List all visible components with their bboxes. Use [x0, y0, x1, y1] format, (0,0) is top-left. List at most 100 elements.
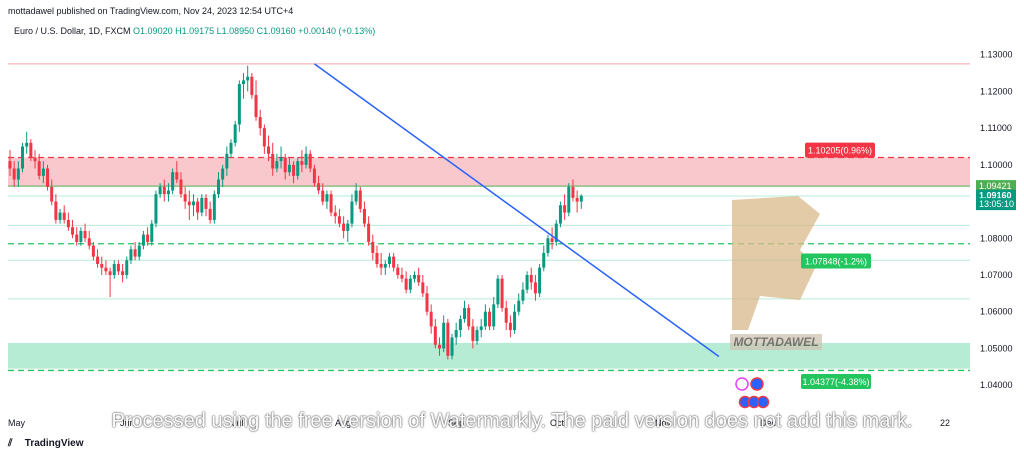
candle-116	[492, 297, 496, 331]
candle-body	[16, 168, 20, 180]
candle-41	[179, 172, 183, 198]
candle-body	[362, 208, 366, 224]
candle-91	[387, 252, 391, 268]
candle-body	[533, 282, 537, 294]
candle-122	[517, 293, 521, 316]
candle-body	[504, 308, 508, 323]
candle-body	[25, 142, 29, 147]
candle-32	[141, 230, 145, 250]
candle-body	[337, 216, 341, 224]
candle-18	[83, 223, 87, 242]
candle-body	[116, 263, 120, 272]
candle-58	[250, 73, 254, 99]
candle-body	[196, 201, 200, 213]
candle-body	[50, 186, 54, 202]
candle-61	[262, 124, 266, 154]
candle-body	[121, 271, 125, 275]
candle-body	[141, 234, 145, 246]
y-tick-label: 1.06000	[980, 307, 1013, 317]
symbol-name[interactable]: Euro / U.S. Dollar, 1D, FXCM	[14, 26, 131, 36]
candle-132	[558, 201, 562, 228]
candle-body	[346, 223, 350, 231]
candle-body	[333, 212, 337, 217]
y-tick-label: 1.08000	[980, 233, 1013, 243]
candle-body	[62, 212, 66, 220]
candle-body	[442, 322, 446, 349]
candle-body	[146, 234, 150, 242]
candle-31	[137, 241, 141, 261]
candle-body	[171, 172, 175, 191]
candle-body	[454, 330, 458, 338]
candle-8	[41, 161, 45, 184]
y-tick-label: 1.07000	[980, 270, 1013, 280]
candle-51	[221, 164, 225, 187]
event-lightning-icon	[735, 377, 749, 391]
candle-72	[308, 150, 312, 173]
candle-46	[200, 194, 204, 217]
candle-86	[367, 216, 371, 246]
candle-79	[337, 208, 341, 228]
candle-70	[300, 150, 304, 173]
annotation-label: 1.07848(-1.2%)	[801, 253, 871, 269]
candle-body	[212, 194, 216, 220]
annotation-text: 1.07848(-1.2%)	[805, 257, 867, 267]
price-zone	[8, 342, 970, 369]
candle-66	[283, 153, 287, 180]
candle-body	[387, 256, 391, 264]
candle-15	[71, 219, 75, 239]
candle-27	[121, 263, 125, 283]
candle-87	[371, 234, 375, 261]
candle-body	[154, 194, 158, 224]
candle-body	[292, 164, 296, 176]
candle-21	[96, 249, 100, 268]
price-zone	[8, 157, 970, 187]
candle-body	[417, 274, 421, 283]
x-tick-label: Dec	[760, 418, 777, 428]
candle-body	[217, 179, 220, 195]
candle-body	[229, 142, 233, 154]
candle-body	[312, 168, 316, 184]
candle-106	[450, 333, 454, 360]
candle-121	[513, 304, 517, 334]
candle-12	[58, 208, 62, 224]
candle-111	[471, 319, 475, 349]
candle-128	[542, 245, 546, 272]
x-tick-label: Nov	[655, 418, 672, 428]
candle-7	[37, 153, 41, 180]
x-tick-label: May	[8, 418, 26, 428]
candle-1	[12, 161, 16, 187]
candle-body	[54, 201, 58, 220]
candle-20	[91, 241, 95, 261]
candle-130	[550, 227, 554, 250]
candle-55	[237, 80, 241, 132]
candle-54	[233, 120, 237, 147]
candle-62	[267, 135, 271, 162]
price-axis-box	[976, 198, 1016, 211]
candle-57	[246, 65, 250, 92]
candle-101	[429, 304, 433, 334]
candle-body	[463, 308, 467, 320]
candle-body	[233, 124, 237, 143]
candle-4	[25, 131, 29, 154]
x-tick-label: 22	[940, 418, 950, 428]
candle-92	[392, 252, 396, 272]
candle-body	[200, 197, 204, 213]
candle-120	[508, 315, 512, 338]
candle-22	[100, 256, 104, 275]
candle-105	[446, 319, 450, 360]
y-tick-label: 1.13000	[980, 50, 1013, 60]
candle-127	[538, 263, 542, 298]
candle-65	[279, 146, 283, 169]
tradingview-footer[interactable]: ⫽ TradingView	[8, 438, 84, 449]
candle-119	[504, 300, 508, 331]
candle-body	[358, 190, 362, 209]
x-tick-label: Jun	[120, 418, 135, 428]
candle-body	[129, 249, 133, 261]
candle-body	[258, 117, 262, 129]
candle-90	[383, 260, 387, 275]
candle-16	[75, 227, 79, 246]
candle-body	[283, 157, 287, 173]
candle-71	[304, 146, 308, 169]
candle-body	[371, 241, 375, 253]
